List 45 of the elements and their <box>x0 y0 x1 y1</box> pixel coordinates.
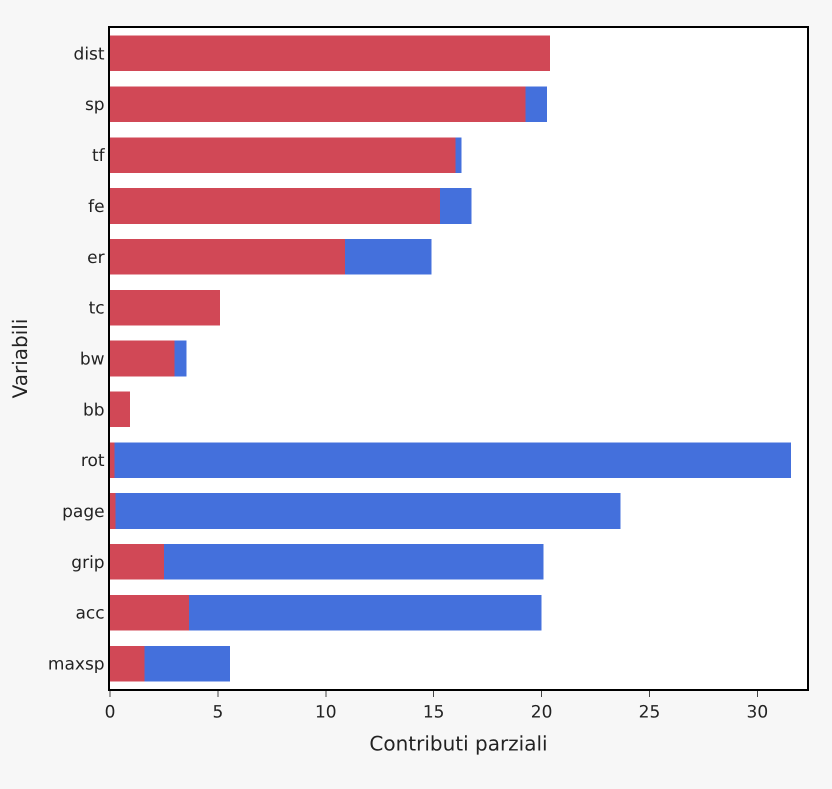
bar <box>345 239 432 275</box>
bar <box>114 442 791 478</box>
y-tick-label: sp <box>84 95 105 116</box>
bar <box>110 646 145 682</box>
bar <box>110 392 130 428</box>
bar <box>110 86 526 122</box>
x-tick-label: 15 <box>422 702 444 722</box>
x-tick-label: 20 <box>530 702 552 722</box>
y-tick-label: bb <box>83 400 105 420</box>
bar <box>110 493 116 529</box>
bar <box>188 594 542 631</box>
bar <box>110 137 456 173</box>
bar <box>110 36 550 72</box>
y-tick-label: tc <box>88 298 105 319</box>
bar <box>525 86 547 122</box>
bar <box>110 442 114 478</box>
bar <box>455 137 462 173</box>
bar <box>144 646 230 682</box>
bar <box>440 188 472 224</box>
bar <box>110 239 346 275</box>
bar <box>110 544 164 580</box>
x-axis-title: Contributi parziali <box>369 731 548 756</box>
y-tick-label: dist <box>74 44 105 64</box>
bar <box>110 188 440 224</box>
y-tick-label: grip <box>71 552 105 573</box>
y-axis-title: Variabili <box>8 318 32 398</box>
y-tick-label: rot <box>80 451 105 472</box>
x-tick-label: 30 <box>746 702 768 722</box>
y-tick-label: acc <box>75 604 105 624</box>
bar <box>174 340 187 376</box>
bar <box>164 544 544 580</box>
x-tick-label: 25 <box>638 702 660 722</box>
x-tick-label: 10 <box>314 702 337 722</box>
y-tick-label: er <box>87 248 105 268</box>
x-tick-label: 0 <box>104 702 116 722</box>
bar <box>110 594 189 631</box>
bar <box>110 340 175 376</box>
y-tick-label: fe <box>88 196 105 217</box>
bar <box>110 290 220 326</box>
y-tick-label: page <box>62 502 105 522</box>
y-tick-label: maxsp <box>48 654 105 675</box>
bar <box>115 493 620 529</box>
x-tick-label: 5 <box>212 702 224 722</box>
y-tick-label: bw <box>80 349 105 370</box>
y-tick-label: tf <box>92 146 106 166</box>
